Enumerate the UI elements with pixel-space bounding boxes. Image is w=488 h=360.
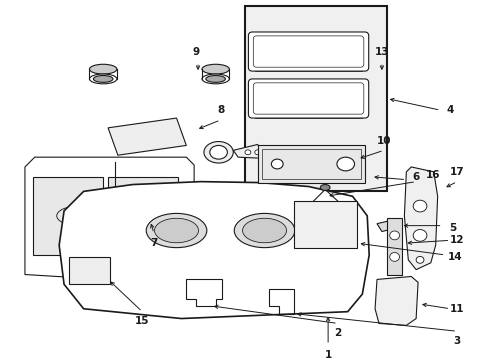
Bar bbox=[257, 145, 365, 183]
Ellipse shape bbox=[146, 213, 206, 248]
Bar bbox=[386, 218, 402, 275]
Ellipse shape bbox=[154, 218, 198, 243]
Polygon shape bbox=[233, 144, 262, 158]
Text: 2: 2 bbox=[334, 328, 341, 338]
Ellipse shape bbox=[336, 157, 354, 171]
Ellipse shape bbox=[205, 76, 225, 82]
Bar bbox=[293, 201, 357, 248]
Text: 4: 4 bbox=[446, 105, 453, 115]
Ellipse shape bbox=[89, 64, 117, 74]
Text: 10: 10 bbox=[376, 136, 390, 145]
Ellipse shape bbox=[209, 145, 227, 159]
Ellipse shape bbox=[412, 230, 426, 241]
Bar bbox=[108, 177, 178, 255]
Text: 5: 5 bbox=[448, 222, 455, 233]
Ellipse shape bbox=[320, 185, 329, 190]
Text: 15: 15 bbox=[135, 316, 149, 327]
Ellipse shape bbox=[244, 150, 250, 155]
Text: 13: 13 bbox=[374, 46, 388, 57]
Ellipse shape bbox=[415, 256, 423, 263]
Ellipse shape bbox=[234, 213, 294, 248]
Ellipse shape bbox=[412, 200, 426, 212]
Ellipse shape bbox=[389, 231, 399, 240]
Ellipse shape bbox=[203, 141, 233, 163]
Ellipse shape bbox=[254, 150, 260, 155]
Text: 1: 1 bbox=[324, 350, 331, 360]
Ellipse shape bbox=[202, 64, 229, 74]
Text: 7: 7 bbox=[150, 238, 158, 248]
FancyBboxPatch shape bbox=[248, 79, 368, 118]
Text: 12: 12 bbox=[449, 235, 464, 245]
Polygon shape bbox=[108, 118, 186, 155]
Polygon shape bbox=[376, 220, 398, 231]
Ellipse shape bbox=[93, 76, 113, 82]
Ellipse shape bbox=[202, 74, 229, 84]
FancyBboxPatch shape bbox=[248, 32, 368, 71]
Bar bbox=[33, 177, 103, 255]
Text: 3: 3 bbox=[453, 336, 460, 346]
Ellipse shape bbox=[242, 218, 286, 243]
Ellipse shape bbox=[89, 74, 117, 84]
Text: 6: 6 bbox=[412, 172, 419, 182]
Polygon shape bbox=[59, 181, 368, 319]
Polygon shape bbox=[374, 276, 417, 325]
Text: 11: 11 bbox=[449, 304, 464, 314]
Ellipse shape bbox=[271, 159, 283, 169]
Text: 9: 9 bbox=[192, 46, 199, 57]
Polygon shape bbox=[404, 167, 437, 270]
Text: 16: 16 bbox=[425, 170, 439, 180]
Text: 14: 14 bbox=[447, 252, 462, 262]
Bar bbox=[244, 6, 386, 192]
Ellipse shape bbox=[389, 252, 399, 261]
Bar bbox=[69, 257, 110, 284]
Text: 17: 17 bbox=[449, 167, 464, 177]
Bar bbox=[261, 149, 361, 179]
Text: 8: 8 bbox=[217, 105, 224, 115]
